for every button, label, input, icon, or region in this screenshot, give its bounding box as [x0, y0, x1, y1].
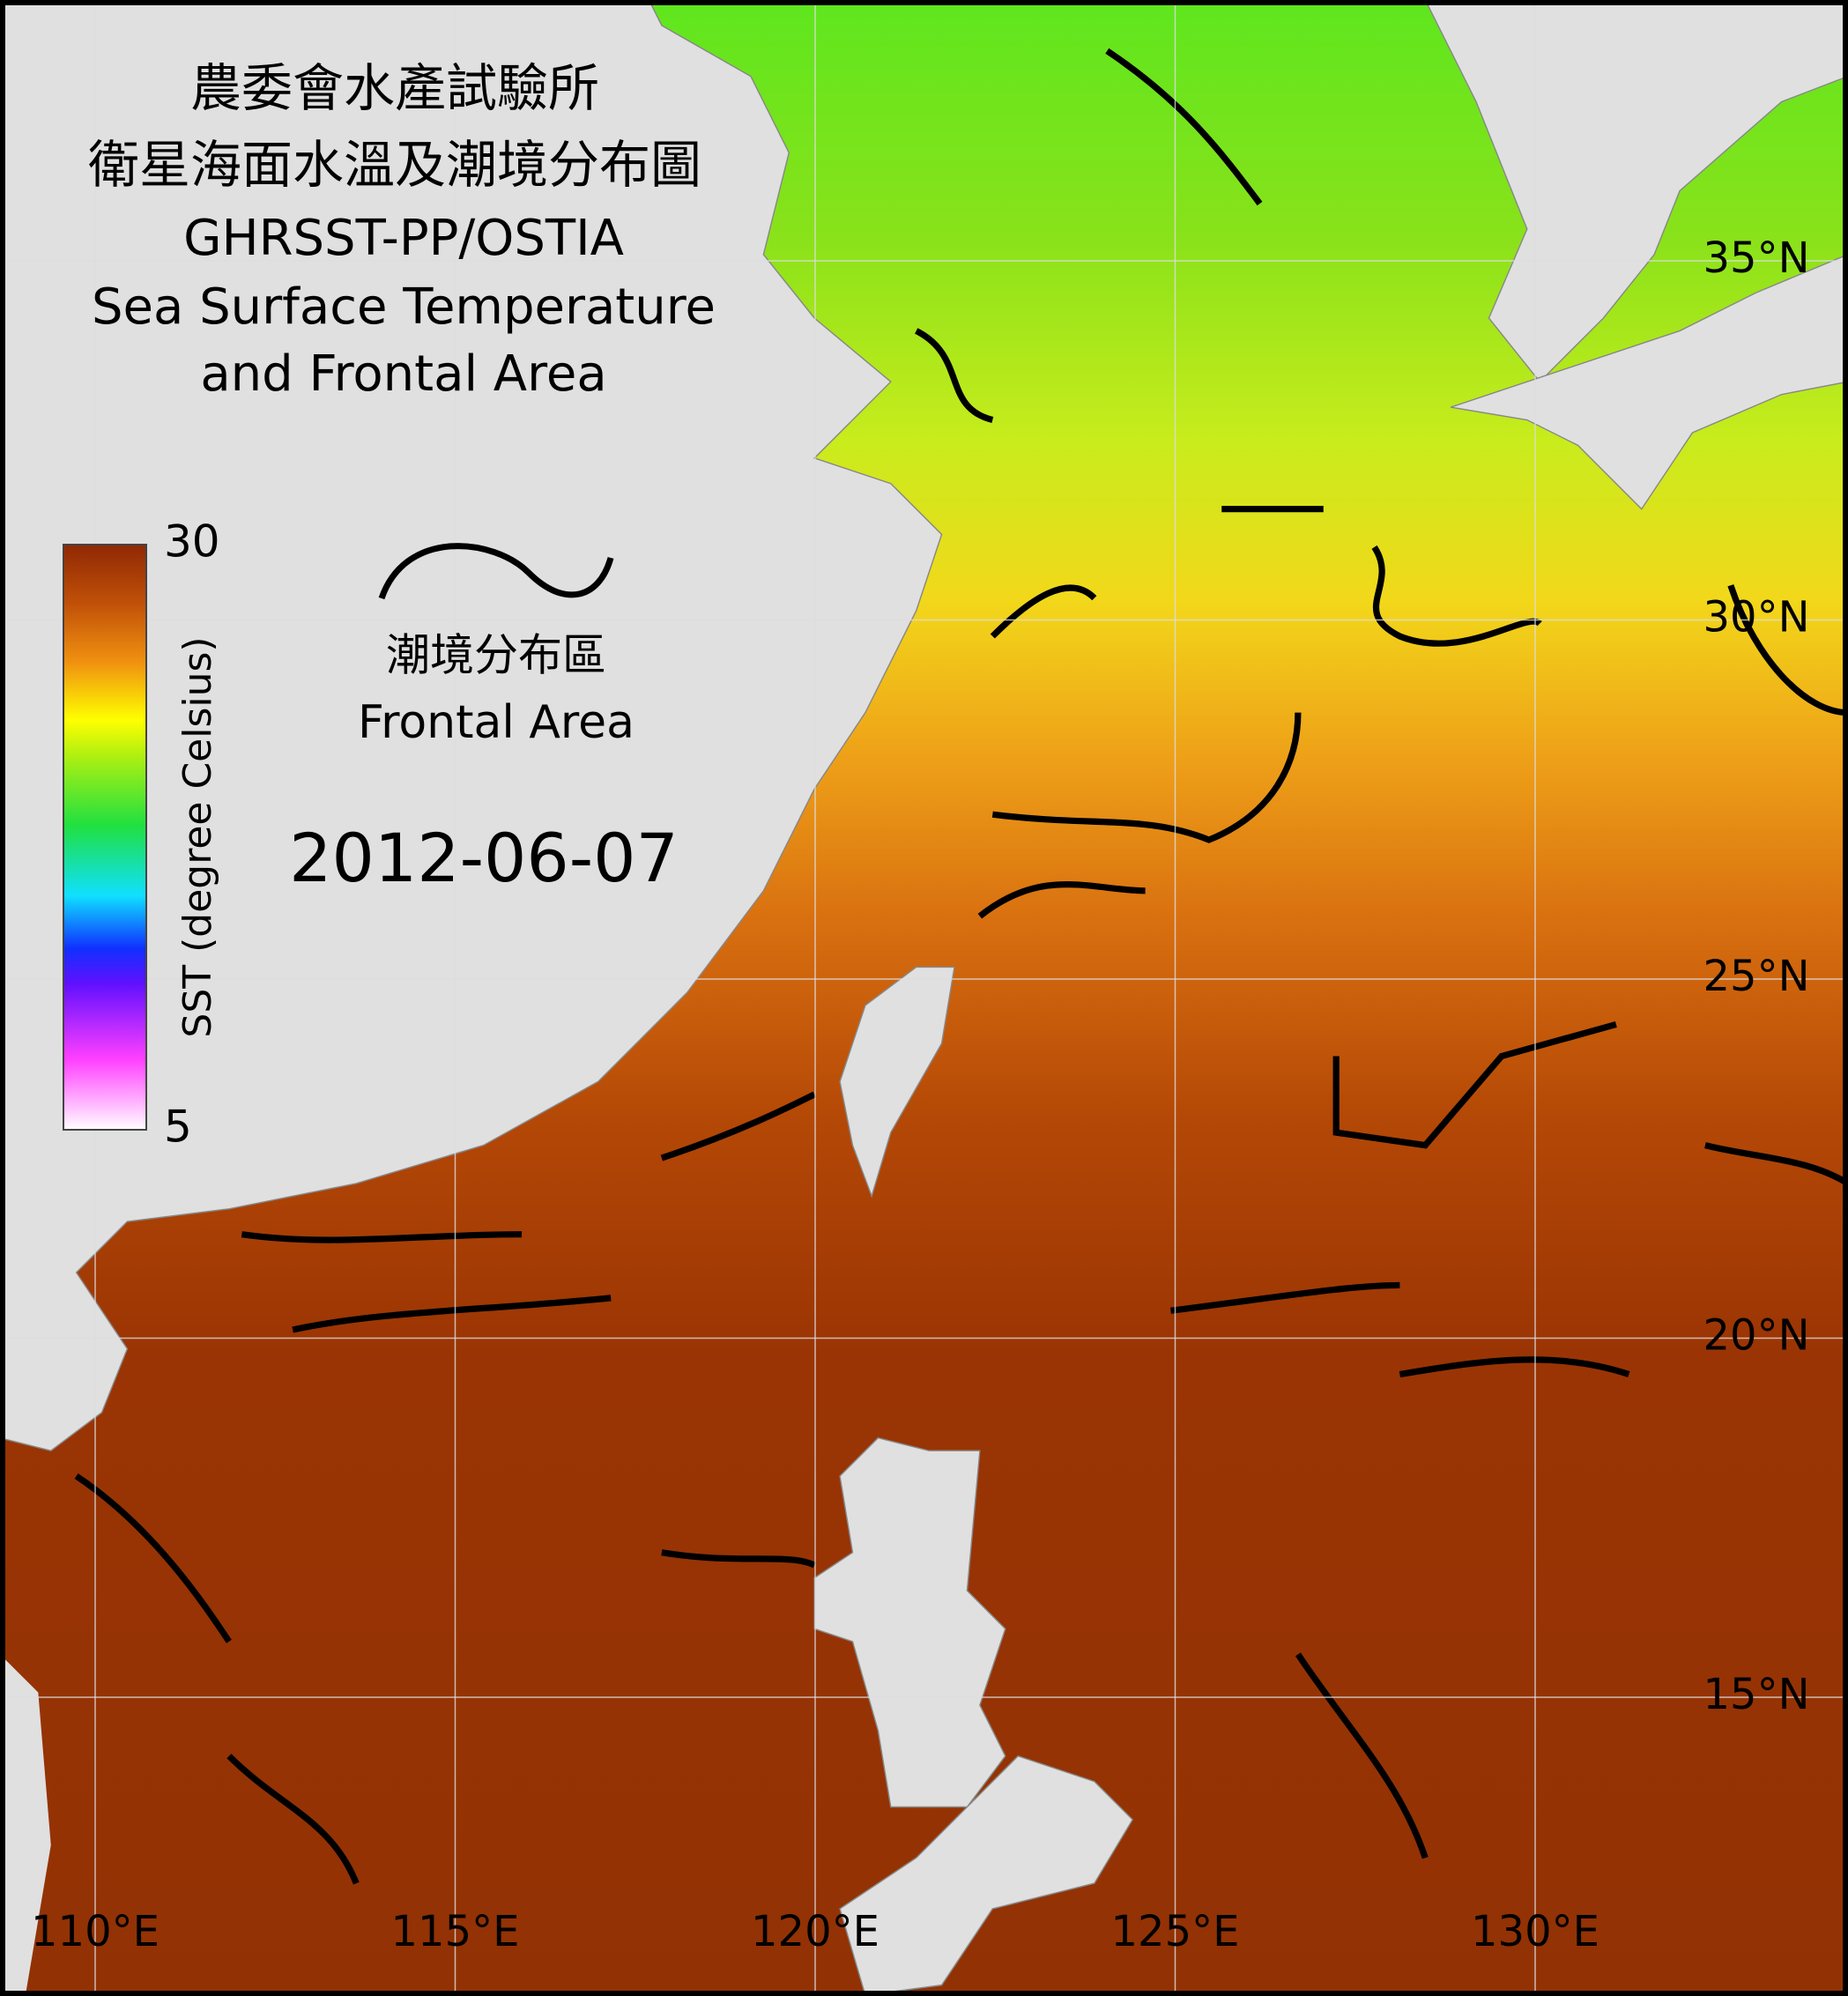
indochina-edge [0, 1654, 51, 1996]
front [1371, 545, 1542, 647]
front [660, 1091, 816, 1161]
front [1295, 1652, 1429, 1859]
longitude-label: 115°E [391, 1907, 520, 1956]
colorbar-tick-label: 5 [164, 1102, 192, 1153]
visayas [839, 1755, 1134, 1996]
title-en-2: Sea Surface Temperature [92, 278, 716, 336]
title-en-1: GHRSST-PP/OSTIA [183, 210, 624, 267]
longitude-label: 110°E [31, 1907, 160, 1956]
front [1704, 1142, 1848, 1186]
front [991, 712, 1302, 843]
front [1170, 1281, 1400, 1314]
front [661, 1549, 816, 1569]
front [1727, 584, 1848, 716]
latitude-label: 25°N [1703, 952, 1810, 1001]
colorbar-tick-label: 30 [164, 516, 220, 568]
front [292, 1295, 612, 1333]
legend-symbol [378, 543, 614, 600]
longitude-label: 125°E [1111, 1907, 1240, 1956]
longitude-label: 120°E [751, 1907, 879, 1956]
front [241, 1231, 523, 1243]
latitude-label: 15°N [1703, 1670, 1810, 1719]
front [74, 1473, 232, 1644]
date: 2012-06-07 [289, 819, 679, 897]
front [990, 584, 1097, 639]
front [1399, 1356, 1630, 1378]
latitude-label: 30°N [1703, 593, 1810, 642]
colorbar [63, 544, 147, 1131]
latitude-label: 20°N [1703, 1311, 1810, 1361]
title-zh-1: 農委會水產試驗所 [190, 58, 599, 118]
fronts [74, 48, 1848, 1885]
title-zh-2: 衛星海面水溫及潮境分布圖 [88, 135, 701, 195]
legend-label-zh: 潮境分布區 [386, 630, 606, 681]
colorbar-label: SST (degree Celsius) [175, 636, 220, 1037]
front [226, 1754, 360, 1885]
front [977, 881, 1146, 919]
front [1105, 48, 1263, 206]
legend-label-en: Frontal Area [358, 696, 635, 749]
china-coast [0, 0, 943, 1451]
luzon [813, 1436, 1006, 1808]
front [1332, 1020, 1617, 1149]
taiwan [839, 966, 955, 1198]
latitude-label: 35°N [1703, 234, 1810, 283]
front [915, 328, 994, 424]
title-en-3: and Frontal Area [200, 345, 606, 403]
title-block: 農委會水產試驗所 衛星海面水溫及潮境分布圖 GHRSST-PP/OSTIA Se… [88, 58, 716, 403]
longitude-label: 130°E [1471, 1907, 1599, 1956]
